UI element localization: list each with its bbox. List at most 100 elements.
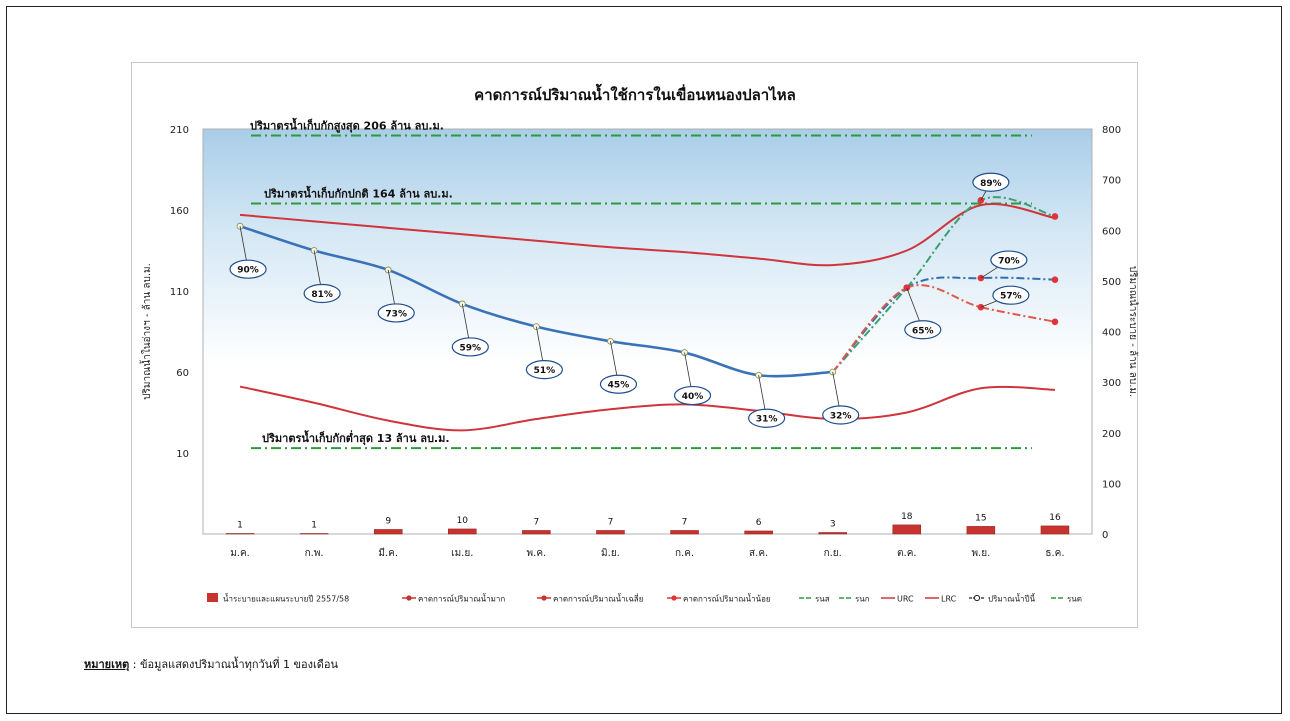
actual-percent-label-bubble — [229, 259, 267, 279]
actual-percent-label-bubble — [303, 283, 341, 304]
actual-percent-label: 90% — [237, 266, 259, 276]
legend-label: LRC — [941, 595, 957, 604]
y-tick-label: 60 — [176, 368, 189, 379]
actual-percent-label: 45% — [608, 381, 630, 391]
urc-lower-line — [239, 385, 1055, 432]
bar-value-label: 1 — [311, 520, 317, 530]
y2-tick-label: 100 — [1102, 479, 1121, 490]
bar-value-label: 16 — [1049, 513, 1061, 523]
x-tick-label: ต.ค. — [897, 548, 917, 559]
forecast-low-line — [831, 284, 1056, 373]
actual-percent-label-bubble — [525, 360, 563, 380]
forecast-high-label: 65% — [912, 326, 934, 336]
y2-tick-label: 400 — [1102, 328, 1121, 339]
reference-line-label: ปริมาตรน้ำเก็บกักปกติ 164 ล้าน ลบ.ม. — [264, 186, 453, 201]
x-tick-label: ส.ค. — [749, 548, 768, 559]
bar — [670, 530, 699, 535]
forecast-avg-point — [1051, 276, 1059, 283]
actual-percent-label: 59% — [460, 343, 482, 353]
forecast-high-label: 89% — [980, 179, 1002, 189]
x-tick-label: ม.ค. — [230, 548, 250, 559]
bar — [818, 532, 847, 535]
x-tick-label: ก.พ. — [305, 548, 324, 559]
actual-point — [236, 222, 244, 230]
chart-svg: คาดการณ์ปริมาณน้ำใช้การในเขื่อนหนองปลาไห… — [139, 83, 1139, 604]
bar — [596, 530, 625, 535]
legend-label: คาดการณ์ปริมาณน้ำน้อย — [683, 593, 771, 604]
legend-swatch-point — [973, 594, 981, 602]
forecast-low-point — [977, 303, 985, 311]
bar — [225, 533, 255, 535]
bar-value-label: 7 — [534, 517, 540, 527]
legend-label: รนก — [855, 595, 870, 604]
actual-percent-label-bubble — [748, 408, 786, 428]
x-tick-label: มี.ค. — [378, 547, 398, 559]
y2-tick-label: 800 — [1102, 125, 1121, 136]
footnote-text: : ข้อมูลแสดงปริมาณน้ำทุกวันที่ 1 ของเดือ… — [129, 658, 339, 671]
reference-line-label: ปริมาตรน้ำเก็บกักสูงสุด 206 ล้าน ลบ.ม. — [250, 117, 444, 133]
bar-value-label: 18 — [901, 512, 913, 522]
y-tick-label: 160 — [170, 206, 189, 217]
legend-label: น้ำระบายและแผนระบายปี 2557/58 — [223, 593, 349, 604]
x-tick-label: ก.ย. — [824, 548, 842, 559]
forecast-avg-label-bubble — [990, 250, 1028, 270]
x-tick-label: พ.ย. — [971, 548, 990, 559]
y-axis-title: ปริมาณน้ำในอ่างฯ - ล้าน ลบ.ม. — [139, 263, 153, 400]
bar-value-label: 10 — [457, 516, 469, 526]
forecast-high-point — [1051, 213, 1059, 220]
legend-swatch — [207, 593, 218, 602]
plot-area — [202, 128, 1093, 535]
x-tick-label: มิ.ย. — [601, 548, 620, 559]
bar — [1040, 525, 1070, 535]
forecast-high-label-bubble — [904, 320, 942, 340]
page-frame — [6, 6, 1282, 714]
forecast-low-point — [1051, 318, 1059, 326]
bar-value-label: 15 — [975, 513, 986, 523]
forecast-low-label-bubble — [992, 285, 1030, 305]
bar-value-label: 1 — [237, 520, 243, 530]
actual-percent-label-bubble — [822, 405, 860, 425]
forecast-avg-label: 70% — [998, 257, 1020, 267]
y-tick-label: 10 — [176, 449, 189, 460]
actual-percent-label: 31% — [756, 415, 778, 425]
bar-value-label: 3 — [830, 519, 836, 529]
footnote-label: หมายเหตุ — [84, 658, 130, 671]
y2-tick-label: 300 — [1102, 378, 1121, 389]
chart-title: คาดการณ์ปริมาณน้ำใช้การในเขื่อนหนองปลาไห… — [474, 83, 796, 104]
legend-swatch-point — [406, 595, 412, 601]
y2-axis-title: ปริมาณน้ำระบาย - ล้าน ลบ.ม. — [1127, 266, 1139, 397]
y2-tick-label: 200 — [1102, 429, 1121, 440]
bar — [373, 529, 403, 535]
y2-tick-label: 600 — [1102, 226, 1121, 237]
bar-value-label: 6 — [756, 518, 762, 528]
legend-label: คาดการณ์ปริมาณน้ำมาก — [418, 593, 505, 604]
x-tick-label: ธ.ค. — [1045, 548, 1064, 559]
forecast-low-label: 57% — [1000, 292, 1022, 302]
bar — [522, 530, 551, 535]
footnote: หมายเหตุ : ข้อมูลแสดงปริมาณน้ำทุกวันที่ … — [84, 655, 338, 673]
legend-label: รนส — [815, 595, 830, 604]
bar-value-label: 7 — [682, 517, 688, 527]
legend-label: คาดการณ์ปริมาณน้ำเฉลี่ย — [553, 593, 643, 604]
bar — [966, 526, 996, 535]
urc-upper-line — [239, 203, 1056, 267]
bar — [744, 530, 773, 535]
y-tick-label: 210 — [170, 125, 189, 136]
legend-swatch-point — [671, 595, 677, 601]
actual-percent-label: 73% — [385, 309, 407, 319]
legend-label: URC — [897, 595, 914, 604]
actual-percent-label: 81% — [311, 290, 333, 300]
chart-container: คาดการณ์ปริมาณน้ำใช้การในเขื่อนหนองปลาไห… — [131, 62, 1139, 628]
actual-percent-label-bubble — [599, 374, 638, 394]
x-tick-label: พ.ค. — [527, 548, 547, 559]
actual-percent-label-bubble — [673, 385, 712, 406]
actual-percent-label: 51% — [534, 366, 556, 376]
actual-percent-label: 32% — [830, 412, 852, 422]
y2-tick-label: 700 — [1102, 176, 1121, 187]
reference-line-label: ปริมาตรน้ำเก็บกักต่ำสุด 13 ล้าน ลบ.ม. — [262, 430, 450, 446]
y2-tick-label: 500 — [1102, 277, 1121, 288]
actual-percent-label: 40% — [682, 392, 704, 402]
actual-percent-label-bubble — [377, 303, 415, 323]
bar — [299, 533, 329, 535]
actual-percent-label-bubble — [451, 337, 489, 357]
